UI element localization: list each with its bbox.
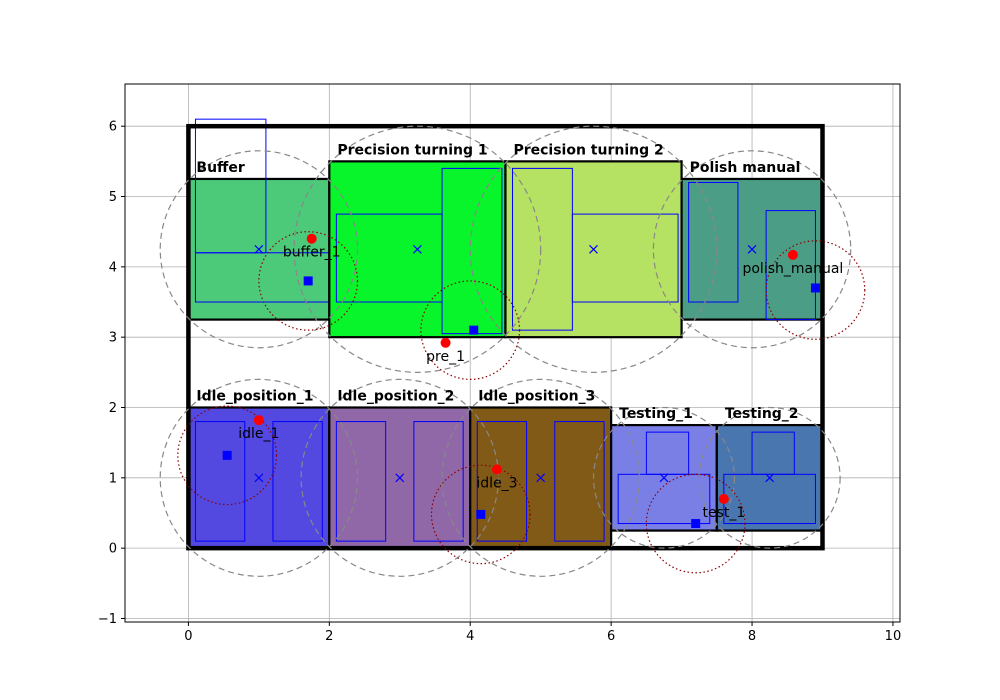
point-label: test_1 — [702, 505, 745, 521]
zone-center-marker — [395, 473, 405, 483]
zone-radius-circle — [159, 378, 359, 577]
station-part — [335, 421, 387, 542]
square-marker — [303, 276, 313, 286]
radius-circles — [159, 125, 866, 577]
zone-label: Idle_position_3 — [478, 389, 595, 405]
y-tick-label: 2 — [109, 401, 117, 416]
zone-center-marker — [254, 244, 264, 254]
station-part — [476, 421, 528, 542]
station-part — [554, 421, 605, 542]
zone-radius-circle — [592, 406, 736, 549]
point-marker — [718, 493, 729, 504]
zone-radius-circle — [652, 150, 852, 349]
zone-radius-circle — [300, 378, 500, 577]
zone-radius-circle — [469, 125, 718, 373]
y-tick-label: 6 — [109, 120, 117, 135]
zone-label: Idle_position_1 — [196, 389, 313, 405]
zone-center-marker — [536, 473, 546, 483]
station-part — [688, 181, 739, 303]
x-tick-label: 8 — [748, 629, 756, 644]
station-part — [617, 473, 711, 525]
point-marker — [492, 464, 502, 475]
station-part — [765, 210, 816, 321]
point-marker — [253, 415, 264, 426]
zone-center-marker — [659, 473, 669, 483]
point-label: idle_1 — [238, 426, 279, 442]
point-radius-circle — [177, 405, 278, 506]
y-tick-label: 3 — [109, 331, 117, 346]
x-tick-label: 10 — [885, 629, 902, 644]
zone-label: Testing_1 — [619, 406, 693, 422]
square-marker — [691, 519, 701, 529]
point-radius-circle — [645, 473, 746, 574]
point-marker — [440, 337, 451, 348]
square-marker — [476, 509, 486, 519]
station-part — [194, 421, 246, 542]
point-label: polish_manual — [742, 261, 843, 277]
zone-radius-circle — [293, 125, 542, 373]
zone-radius-circle — [441, 378, 640, 577]
square-marker — [469, 325, 479, 335]
point-label: idle_3 — [476, 475, 517, 491]
point-marker — [306, 233, 317, 244]
x-tick-label: 4 — [466, 629, 474, 644]
zone-center-marker — [254, 473, 264, 483]
x-tick-label: 0 — [184, 629, 192, 644]
square-marker — [222, 450, 232, 460]
zone-label: Precision turning 2 — [513, 142, 663, 158]
y-tick-label: −1 — [98, 612, 117, 627]
x-tick-label: 2 — [325, 629, 333, 644]
square-marker — [810, 283, 820, 293]
zone-radius-circle — [159, 150, 359, 349]
zone-radius-circle — [698, 406, 841, 549]
zone-center-marker — [765, 473, 775, 483]
zone-label: Precision turning 1 — [337, 142, 487, 158]
station-part — [272, 421, 323, 542]
point-marker — [787, 249, 798, 260]
ticks: 0 2 4 6 8 10 −1 0 1 2 3 4 5 6 — [98, 120, 901, 644]
point-radius-circle — [420, 280, 521, 380]
y-tick-label: 0 — [109, 542, 117, 557]
y-tick-label: 4 — [109, 260, 117, 275]
zone-label: Buffer — [196, 160, 244, 176]
point-radius-circle — [258, 231, 359, 331]
y-tick-label: 1 — [109, 471, 117, 486]
point-radius-circle — [765, 240, 866, 340]
station-part — [413, 421, 464, 542]
point-radius-circle — [430, 464, 531, 565]
zone-label: Testing_2 — [725, 406, 799, 422]
zone-label: Idle_position_2 — [337, 389, 454, 405]
boundary-rect — [186, 123, 825, 551]
point-label: pre_1 — [426, 349, 465, 365]
zone-label: Polish manual — [690, 160, 801, 176]
zone-center-marker — [747, 244, 757, 254]
station-part — [571, 213, 679, 303]
x-tick-label: 6 — [607, 629, 615, 644]
labels: Buffer Precision turning 1 Precision turni… — [196, 142, 843, 521]
zone-center-marker — [589, 244, 598, 254]
axes-frame — [124, 83, 901, 623]
markers — [222, 233, 820, 529]
zone-center-marker — [412, 244, 422, 254]
y-tick-label: 5 — [109, 190, 117, 205]
factory-boundary — [186, 123, 825, 551]
point-label: buffer_1 — [283, 245, 341, 261]
